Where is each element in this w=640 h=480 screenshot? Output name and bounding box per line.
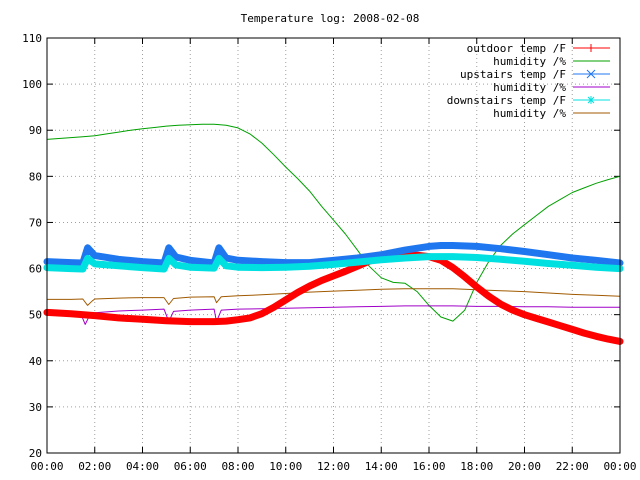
legend-label: downstairs temp /F	[447, 94, 566, 107]
y-tick-label: 90	[29, 124, 42, 137]
y-tick-label: 100	[22, 78, 42, 91]
chart-title: Temperature log: 2008-02-08	[241, 12, 420, 25]
y-tick-label: 60	[29, 263, 42, 276]
y-tick-label: 50	[29, 309, 42, 322]
x-tick-label: 16:00	[412, 460, 445, 473]
legend-label: upstairs temp /F	[460, 68, 566, 81]
y-tick-label: 110	[22, 32, 42, 45]
y-tick-label: 30	[29, 401, 42, 414]
x-tick-label: 14:00	[365, 460, 398, 473]
series-line-5	[46, 288, 621, 306]
series-line-2	[43, 242, 624, 267]
x-tick-label: 00:00	[30, 460, 63, 473]
x-tick-label: 00:00	[603, 460, 636, 473]
x-tick-label: 04:00	[126, 460, 159, 473]
y-tick-label: 70	[29, 216, 42, 229]
legend-label: humidity /%	[493, 81, 566, 94]
legend-label: humidity /%	[493, 107, 566, 120]
series-line-4	[43, 253, 624, 273]
series-line-1	[46, 123, 621, 322]
series-layer	[43, 123, 624, 345]
legend-label: outdoor temp /F	[467, 42, 566, 55]
legend-marker	[587, 44, 595, 52]
axis-tick-labels: 00:00 02:00 04:00 06:00 08:00 10:00 12:00 14:00…	[22, 32, 636, 473]
legend-label: humidity /%	[493, 55, 566, 68]
x-tick-label: 18:00	[460, 460, 493, 473]
x-tick-label: 22:00	[556, 460, 589, 473]
legend-marker	[586, 69, 596, 79]
x-tick-label: 20:00	[508, 460, 541, 473]
y-tick-label: 20	[29, 447, 42, 460]
x-tick-label: 02:00	[78, 460, 111, 473]
y-tick-label: 80	[29, 170, 42, 183]
x-tick-label: 08:00	[221, 460, 254, 473]
x-tick-label: 10:00	[269, 460, 302, 473]
x-tick-label: 06:00	[174, 460, 207, 473]
legend-marker	[587, 96, 595, 104]
x-tick-label: 12:00	[317, 460, 350, 473]
plot-frame	[46, 37, 621, 454]
y-tick-label: 40	[29, 355, 42, 368]
